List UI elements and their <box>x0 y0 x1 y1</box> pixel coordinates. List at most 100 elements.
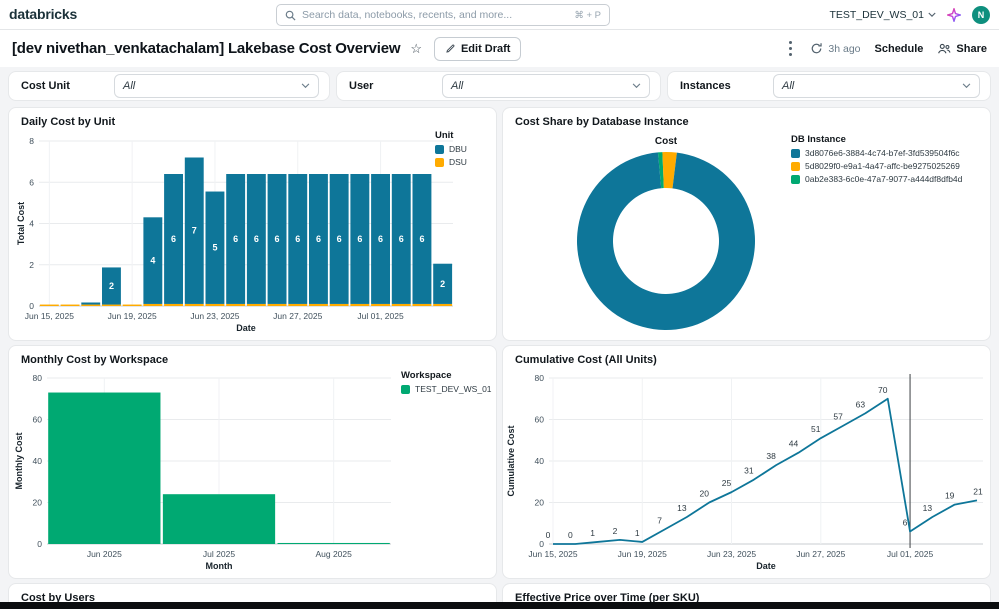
user-select[interactable]: All <box>442 74 650 98</box>
svg-text:Jul 01, 2025: Jul 01, 2025 <box>887 549 934 559</box>
legend-item-instance-2[interactable]: 5d8029f0-e9a1-4a47-affc-be9275025269 <box>791 161 987 171</box>
svg-text:Jun 15, 2025: Jun 15, 2025 <box>25 311 74 321</box>
svg-text:Jun 23, 2025: Jun 23, 2025 <box>190 311 239 321</box>
svg-text:1: 1 <box>635 528 640 538</box>
svg-text:6: 6 <box>254 234 259 244</box>
refresh-icon <box>810 42 823 55</box>
svg-text:6: 6 <box>316 234 321 244</box>
svg-text:20: 20 <box>33 498 43 508</box>
svg-text:57: 57 <box>833 412 843 422</box>
svg-text:6: 6 <box>171 234 176 244</box>
filter-cost-unit: Cost Unit All <box>8 71 330 101</box>
svg-text:Jun 2025: Jun 2025 <box>87 549 122 559</box>
svg-text:63: 63 <box>856 399 866 409</box>
svg-text:6: 6 <box>233 234 238 244</box>
cost-unit-select[interactable]: All <box>114 74 319 98</box>
cumulative-cost-chart[interactable]: 020406080Jun 15, 2025Jun 19, 2025Jun 23,… <box>505 372 989 579</box>
instance2-swatch <box>791 162 800 171</box>
svg-text:2: 2 <box>440 279 445 289</box>
svg-text:19: 19 <box>945 491 955 501</box>
svg-text:Jun 27, 2025: Jun 27, 2025 <box>273 311 322 321</box>
share-users-icon <box>937 43 951 55</box>
svg-text:Jun 15, 2025: Jun 15, 2025 <box>528 549 577 559</box>
search-placeholder: Search data, notebooks, recents, and mor… <box>302 9 568 21</box>
svg-text:Jun 23, 2025: Jun 23, 2025 <box>707 549 756 559</box>
legend-db-instance: DB Instance 3d8076e6-3884-4c74-b7ef-3fd5… <box>791 134 987 187</box>
svg-text:13: 13 <box>923 503 933 513</box>
instance3-swatch <box>791 175 800 184</box>
svg-text:0: 0 <box>546 530 551 540</box>
svg-text:21: 21 <box>973 486 983 496</box>
svg-text:25: 25 <box>722 478 732 488</box>
svg-text:5: 5 <box>212 243 217 253</box>
legend-item-workspace[interactable]: TEST_DEV_WS_01 <box>401 384 496 394</box>
svg-text:2: 2 <box>29 260 34 270</box>
cost-share-donut-chart[interactable]: Cost <box>503 132 833 341</box>
svg-text:70: 70 <box>878 385 888 395</box>
svg-text:Jul 01, 2025: Jul 01, 2025 <box>357 311 404 321</box>
top-nav: databricks Search data, notebooks, recen… <box>0 0 999 30</box>
card-cumulative-cost: Cumulative Cost (All Units) 020406080Jun… <box>502 345 991 579</box>
last-refreshed: 3h ago <box>828 43 860 55</box>
card-daily-cost-by-unit: Daily Cost by Unit 02468Jun 15, 2025Jun … <box>8 107 497 341</box>
workspace-switcher[interactable]: TEST_DEV_WS_01 <box>829 9 936 21</box>
pencil-icon <box>445 43 456 54</box>
svg-text:0: 0 <box>568 530 573 540</box>
search-shortcut: ⌘ + P <box>574 10 601 21</box>
assistant-sparkle-icon[interactable] <box>947 8 961 22</box>
svg-text:Aug 2025: Aug 2025 <box>315 549 352 559</box>
instances-select[interactable]: All <box>773 74 980 98</box>
daily-cost-chart[interactable]: 02468Jun 15, 2025Jun 19, 2025Jun 23, 202… <box>15 132 459 341</box>
monthly-cost-chart[interactable]: 020406080Jun 2025Jul 2025Aug 2025MonthMo… <box>13 372 397 579</box>
svg-text:6: 6 <box>295 234 300 244</box>
chart-title: Daily Cost by Unit <box>21 116 115 128</box>
share-button[interactable]: Share <box>937 43 987 55</box>
svg-text:8: 8 <box>29 136 34 146</box>
avatar[interactable]: N <box>972 6 990 24</box>
legend-item-dbu[interactable]: DBU <box>435 144 495 154</box>
chart-title: Monthly Cost by Workspace <box>21 354 168 366</box>
kebab-menu-icon[interactable] <box>785 38 796 59</box>
dashboard-toolbar: [dev nivethan_venkatachalam] Lakebase Co… <box>0 30 999 67</box>
svg-text:51: 51 <box>811 424 821 434</box>
svg-text:Total Cost: Total Cost <box>16 202 26 245</box>
svg-text:7: 7 <box>657 515 662 525</box>
svg-text:Jun 19, 2025: Jun 19, 2025 <box>618 549 667 559</box>
svg-text:80: 80 <box>535 373 545 383</box>
svg-text:20: 20 <box>699 489 709 499</box>
chevron-down-icon <box>962 83 971 89</box>
databricks-logo[interactable]: databricks <box>9 6 77 22</box>
edit-draft-button[interactable]: Edit Draft <box>434 37 522 61</box>
legend-item-instance-1[interactable]: 3d8076e6-3884-4c74-b7ef-3fd539504f6c <box>791 148 987 158</box>
svg-text:6: 6 <box>419 234 424 244</box>
svg-text:31: 31 <box>744 466 754 476</box>
chart-title: Cumulative Cost (All Units) <box>515 354 657 366</box>
card-cost-share-by-db-instance: Cost Share by Database Instance Cost DB … <box>502 107 991 341</box>
legend-item-instance-3[interactable]: 0ab2e383-6c0e-47a7-9077-a444df8dfb4d <box>791 174 987 184</box>
search-input[interactable]: Search data, notebooks, recents, and mor… <box>276 4 610 26</box>
svg-text:6: 6 <box>903 518 908 528</box>
svg-text:13: 13 <box>677 503 687 513</box>
svg-text:4: 4 <box>29 219 34 229</box>
instance1-swatch <box>791 149 800 158</box>
refresh-button[interactable]: 3h ago <box>810 42 860 55</box>
databricks-dashboard: databricks Search data, notebooks, recen… <box>0 0 999 609</box>
legend-item-dsu[interactable]: DSU <box>435 157 495 167</box>
svg-text:2: 2 <box>613 526 618 536</box>
svg-text:0: 0 <box>37 539 42 549</box>
dbu-swatch <box>435 145 444 154</box>
svg-text:38: 38 <box>766 451 776 461</box>
workspace-swatch <box>401 385 410 394</box>
svg-text:6: 6 <box>275 234 280 244</box>
svg-text:Date: Date <box>236 323 256 333</box>
favorite-star-icon[interactable]: ☆ <box>410 42 422 55</box>
svg-text:6: 6 <box>378 234 383 244</box>
svg-text:4: 4 <box>150 256 155 266</box>
svg-text:2: 2 <box>109 281 114 291</box>
svg-text:7: 7 <box>192 226 197 236</box>
search-icon <box>285 10 296 21</box>
dsu-swatch <box>435 158 444 167</box>
chevron-down-icon <box>632 83 641 89</box>
filter-instances: Instances All <box>667 71 991 101</box>
schedule-button[interactable]: Schedule <box>875 43 924 55</box>
